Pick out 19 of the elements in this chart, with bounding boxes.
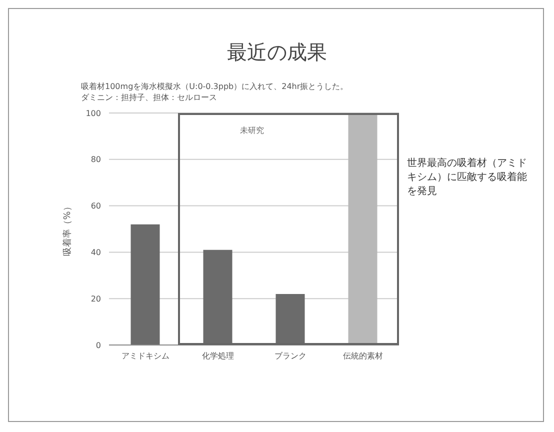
chart-title: 最近の成果 bbox=[226, 39, 328, 66]
y-tick-label: 20 bbox=[90, 294, 101, 304]
y-tick-label: 60 bbox=[90, 202, 101, 211]
annotation: 未研究 bbox=[239, 125, 266, 136]
x-tick-label: ブランク bbox=[274, 352, 306, 361]
y-tick-label: 100 bbox=[86, 108, 101, 118]
y-tick-label: 0 bbox=[96, 340, 101, 350]
x-tick-label: アミドキシム bbox=[121, 352, 170, 361]
bar bbox=[130, 224, 160, 345]
y-axis-title: 吸着率（%） bbox=[62, 202, 74, 256]
x-tick-label: 伝統的素材 bbox=[342, 352, 383, 361]
bar bbox=[276, 294, 305, 345]
text: 世界最高の吸着材（アミドキシム）に匹敵する吸着能を発見 bbox=[407, 157, 527, 199]
y-tick-label: 80 bbox=[90, 155, 101, 164]
y-tick-label: 40 bbox=[90, 248, 101, 258]
x-tick-label: 化学処理 bbox=[202, 352, 234, 361]
bar bbox=[348, 113, 378, 345]
chart-subtitle: 吸着材100mgを海水模擬水（U:0-0.3ppb）に入れて、24hr振とうした。ダミニン：担持子、担体：セルロース bbox=[81, 81, 349, 103]
bar bbox=[203, 250, 232, 345]
